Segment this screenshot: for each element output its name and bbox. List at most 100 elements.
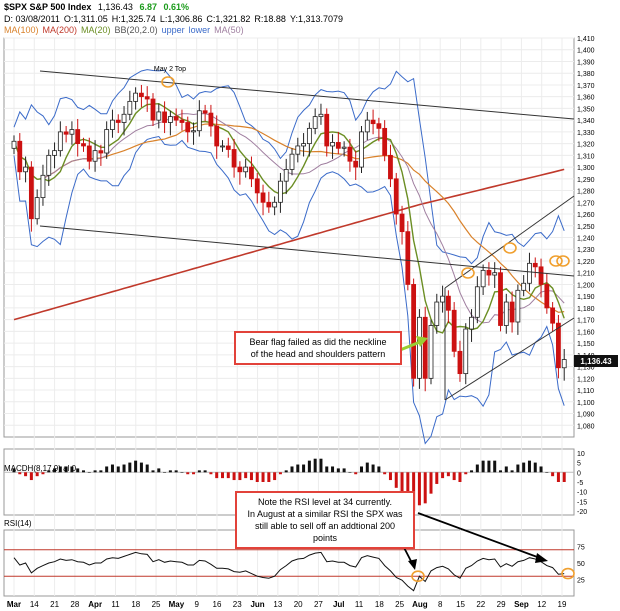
flag-lower-line [444,317,575,401]
candle-body [515,289,521,323]
candle-body [440,295,445,303]
macd-bar [180,472,184,473]
candle-body [538,266,544,285]
macd-bar [545,472,549,473]
rsi-line [13,551,565,592]
macd-bar [139,462,143,473]
bb-lower-line [13,135,565,445]
candle-body [550,307,556,324]
rsi-arrowhead-1 [408,559,417,570]
candle-body [196,110,202,132]
x-tick-label: 18 [375,600,384,609]
candle-body [11,140,17,149]
price-tick-label: 1,260 [577,212,595,219]
candle-body [214,125,220,147]
candle-body [52,150,57,156]
candle-body [86,145,92,162]
macd-bar [70,466,74,473]
macd-bar [64,466,68,473]
candle-body [283,169,289,182]
macd-bar [499,470,502,473]
price-tick-label: 1,190 [577,294,595,301]
candle-body [237,166,243,173]
candle-body [208,112,214,127]
price-tick-label: 1,340 [577,118,595,125]
candle-body [98,150,104,154]
macd-bar [221,472,224,479]
candle-body [57,131,63,152]
macd-bar [365,462,369,473]
candle-body [469,316,474,330]
price-tick-label: 1,170 [577,318,595,325]
macd-bar [313,458,317,473]
price-tick-label: 1,280 [577,189,595,196]
candle-body [40,174,46,199]
x-tick-label: 25 [395,600,404,609]
macd-bar [290,466,294,473]
macd-bar [128,462,132,473]
macd-bar [510,470,514,473]
candle-body [411,284,417,379]
price-tick-label: 1,210 [577,271,595,278]
upper-trendline [39,70,575,120]
candle-body [127,100,133,115]
macd-bar [307,460,311,473]
macd-bar [394,472,398,488]
candle-body [445,295,451,311]
candle-body [364,119,370,133]
rsi-arrowhead-2 [535,553,548,563]
candle-body [492,272,498,276]
macd-bar [354,472,358,475]
candle-body [503,301,509,326]
macd-bar [232,472,236,481]
x-tick-label: May [169,600,185,609]
candle-body [243,166,249,173]
macd-bar [122,464,126,473]
x-tick-label: 9 [194,600,199,609]
candle-body [324,113,330,147]
x-tick-label: 12 [537,600,546,609]
legend-entry: MA(50) [214,25,244,35]
price-tick-label: 1,330 [577,130,595,137]
candle-body [347,146,353,162]
x-tick-label: 16 [213,600,222,609]
ohlc-field: Y:1,313.7079 [289,14,343,24]
price-tick-label: 1,250 [577,224,595,231]
flag-upper-line [444,195,575,289]
price-tick-label: 1,240 [577,236,595,243]
macd-bar [209,472,213,475]
legend-entry: MA(100) [4,25,39,35]
candle-body [417,316,422,379]
macd-bar [481,460,485,473]
candle-body [306,127,312,145]
macd-bar [516,464,520,473]
candle-body [359,131,364,168]
price-tick-label: 1,160 [577,329,595,336]
macd-bar [441,472,445,479]
candle-body [162,111,167,123]
macd-bar [186,472,190,475]
symbol-label: $SPX S&P 500 Index [4,2,92,12]
x-tick-label: 11 [111,600,120,609]
macd-bar [267,472,271,482]
callout-circle [549,255,563,267]
macd-bar [47,470,51,473]
candle-body [150,98,156,121]
price-tick-label: 1,400 [577,48,595,55]
candle-body [486,269,492,276]
candle-body [335,142,341,149]
price-tag-label: 1,136.43 [580,357,612,366]
price-change-pct: 0.61% [163,2,190,12]
macd-bar [342,468,346,473]
macd-bar [238,472,242,481]
price-tick-label: 1,350 [577,106,595,113]
x-tick-label: 21 [50,600,59,609]
legend-entry: lower [188,25,211,35]
candle-body [301,143,306,147]
candle-body [167,116,173,123]
macd-bar [325,466,329,473]
macd-bar [487,460,491,473]
macd-tick-label: 5 [577,461,581,468]
candle-body [179,119,185,123]
macd-bar [406,472,410,502]
